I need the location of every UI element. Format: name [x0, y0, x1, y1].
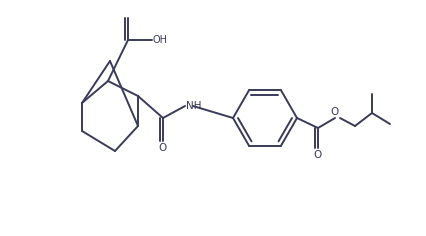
Text: O: O: [330, 107, 338, 117]
Text: O: O: [158, 143, 167, 153]
Text: NH: NH: [186, 101, 201, 111]
Text: OH: OH: [153, 35, 167, 45]
Text: O: O: [313, 150, 321, 160]
